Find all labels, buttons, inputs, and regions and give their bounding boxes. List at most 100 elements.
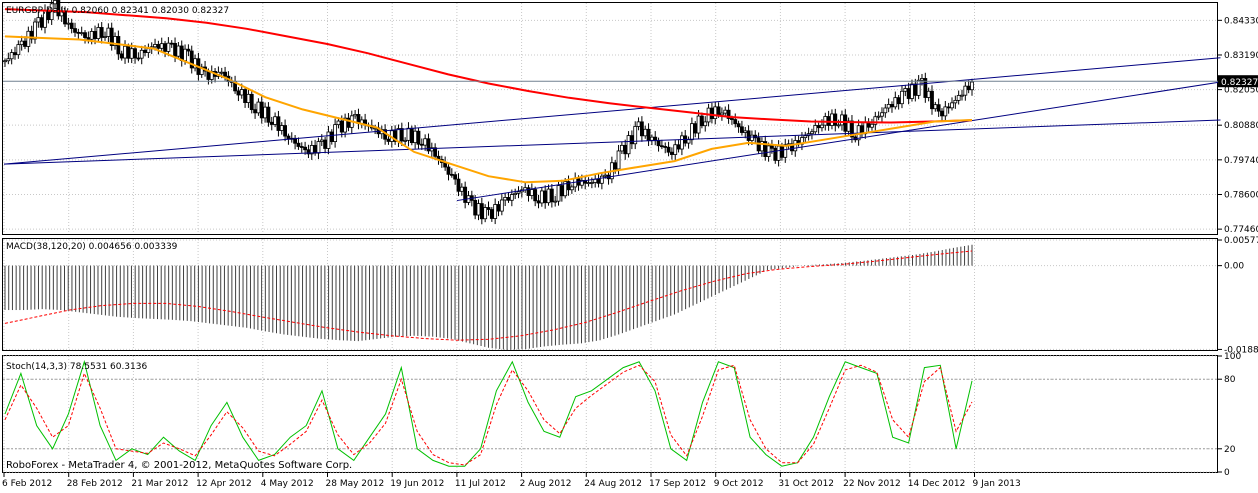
candle-body [776, 145, 781, 161]
macd-pane-title: MACD(38,120,20) 0.004656 0.003339 [6, 242, 178, 252]
x-tick-label: 14 Dec 2012 [908, 479, 966, 489]
candle-body [733, 119, 738, 125]
candle-body [543, 190, 548, 204]
candle-body [489, 209, 494, 219]
candle-body [813, 125, 818, 133]
candle-body [106, 27, 111, 37]
candle-body [146, 48, 151, 53]
candle-body [643, 128, 648, 137]
stoch-axis-tick-label: 20 [1224, 445, 1236, 455]
price-axis-tick-label: 0.83190 [1224, 51, 1258, 61]
candle-body [669, 151, 674, 155]
candle-body [820, 124, 824, 129]
candle-body [636, 121, 641, 127]
candle-body [23, 40, 27, 47]
candle-body [539, 190, 544, 204]
candle-body [773, 147, 778, 161]
candle-body [886, 104, 891, 109]
candle-body [619, 144, 624, 152]
candle-body [529, 189, 534, 196]
candle-body [256, 101, 261, 114]
candle-body [129, 48, 134, 59]
candle-body [883, 107, 888, 114]
candle-body [336, 120, 341, 126]
footer-copyright: RoboForex - MetaTrader 4, © 2001-2012, M… [6, 460, 352, 471]
candle-body [303, 146, 308, 151]
trend-line [456, 81, 1221, 202]
candle-body [33, 21, 37, 40]
candle-body [69, 22, 74, 29]
macd-signal-line [4, 250, 973, 341]
candle-body [316, 141, 321, 154]
trend-line [3, 57, 1221, 165]
candle-body [613, 162, 618, 170]
candle-body [743, 130, 748, 133]
candle-body [403, 139, 408, 142]
current-price-label: 0.82327 [1221, 78, 1258, 88]
candle-body [673, 144, 678, 155]
candle-body [9, 52, 14, 60]
x-tick-label: 28 Feb 2012 [67, 479, 123, 489]
x-tick-label: 22 Nov 2012 [843, 479, 901, 489]
candle-body [933, 104, 938, 110]
x-tick-label: 21 Mar 2012 [131, 479, 188, 489]
x-tick-label: 9 Jan 2013 [973, 479, 1021, 489]
candle-body [313, 145, 318, 154]
candle-body [53, 0, 57, 5]
candle-body [133, 48, 137, 59]
candle-body [246, 93, 251, 103]
candle-body [559, 185, 564, 197]
candle-body [269, 121, 274, 125]
candle-body [659, 145, 664, 148]
candle-body [943, 106, 948, 117]
candle-body [903, 88, 908, 92]
stoch-axis-tick-label: 80 [1224, 375, 1236, 385]
candle-body [876, 115, 881, 118]
candle-body [296, 142, 301, 147]
candle-body [766, 145, 771, 157]
candle-body [966, 85, 971, 91]
moving-average [4, 8, 973, 124]
candle-body [840, 114, 844, 126]
candle-body [279, 125, 284, 131]
trend-line [3, 119, 1221, 165]
candle-body [880, 112, 884, 117]
candle-body [236, 90, 241, 96]
candle-body [433, 147, 438, 157]
price-axis-tick-label: 0.84330 [1224, 16, 1258, 26]
macd-axis-tick-label: -0.01887 [1224, 345, 1258, 355]
candle-body [473, 199, 478, 216]
candle-body [153, 44, 157, 48]
x-tick-label: 4 May 2012 [261, 479, 314, 489]
candle-body [329, 131, 334, 142]
candle-body [730, 118, 734, 120]
candle-body [783, 144, 788, 158]
candle-body [479, 203, 484, 220]
candle-body [816, 125, 821, 129]
price-axis-tick-label: 0.80880 [1224, 121, 1258, 131]
candle-body [136, 57, 141, 60]
candle-body [266, 106, 271, 123]
candle-body [960, 94, 964, 97]
candle-body [319, 139, 324, 142]
candle-body [536, 200, 541, 204]
candle-body [99, 27, 104, 38]
candle-body [19, 40, 24, 46]
candle-body [333, 124, 338, 142]
candle-body [86, 37, 91, 40]
candle-body [720, 112, 724, 116]
candle-body [79, 32, 84, 35]
x-tick-label: 6 Feb 2012 [2, 479, 52, 489]
candle-body [119, 53, 124, 59]
x-tick-label: 11 Jul 2012 [455, 479, 506, 489]
price-axis-tick-label: 0.82050 [1224, 86, 1258, 96]
stoch-signal-line [4, 364, 973, 466]
axis-layer: 6 Feb 2012 28 Feb 2012 21 Mar 2012 12 Apr 2… [2, 16, 1258, 489]
candle-body [750, 134, 754, 141]
candle-body [833, 113, 838, 126]
candle-body [123, 45, 127, 59]
candle-body [970, 81, 974, 91]
candle-body [326, 131, 331, 149]
candle-body [686, 139, 691, 144]
